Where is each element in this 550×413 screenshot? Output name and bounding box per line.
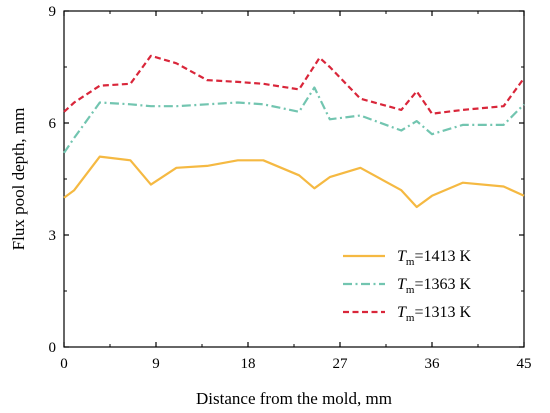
x-tick-label: 9 — [152, 356, 160, 372]
legend: Tm=1413 KTm=1363 KTm=1313 K — [343, 248, 471, 324]
series-lines — [63, 54, 525, 209]
series-line-2 — [63, 86, 525, 154]
y-tick-label: 9 — [49, 4, 57, 20]
x-tick-label: 36 — [425, 356, 441, 372]
plot-frame — [63, 10, 525, 348]
y-tick-label: 3 — [49, 228, 57, 244]
x-tick-label: 18 — [241, 356, 256, 372]
y-tick-label: 6 — [49, 116, 57, 132]
legend-symbol: T — [397, 248, 407, 265]
y-tick-label: 0 — [49, 340, 57, 356]
x-tick-label: 45 — [517, 356, 532, 372]
legend-label-3: Tm=1313 K — [397, 304, 471, 324]
legend-value: =1313 K — [414, 304, 471, 321]
legend-subscript: m — [406, 284, 415, 296]
legend-label-2: Tm=1363 K — [397, 276, 471, 296]
legend-value: =1363 K — [414, 276, 471, 293]
legend-value: =1413 K — [414, 248, 471, 265]
x-tick-label: 27 — [333, 356, 349, 372]
legend-symbol: T — [397, 276, 407, 293]
x-axis-label: Distance from the mold, mm — [196, 389, 392, 408]
x-tick-label: 0 — [60, 356, 68, 372]
legend-subscript: m — [406, 312, 415, 324]
legend-subscript: m — [406, 256, 415, 268]
y-axis-label: Flux pool depth, mm — [9, 108, 28, 251]
legend-symbol: T — [397, 304, 407, 321]
legend-label-1: Tm=1413 K — [397, 248, 471, 268]
series-line-1 — [63, 155, 525, 209]
